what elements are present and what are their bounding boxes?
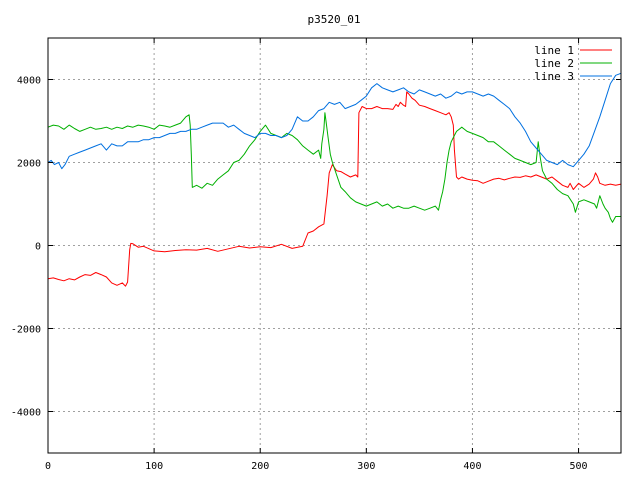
y-tick-label: -2000 <box>11 325 41 336</box>
x-axis-ticks: 0 100 200 300 400 500 <box>45 38 588 472</box>
legend-label: line 1 <box>534 44 574 57</box>
x-tick-label: 400 <box>463 461 481 472</box>
y-tick-label: 2000 <box>17 159 41 170</box>
x-tick-label: 0 <box>45 461 51 472</box>
series-line-1 <box>47 91 622 287</box>
y-tick-label: -4000 <box>11 408 41 419</box>
x-tick-label: 500 <box>570 461 588 472</box>
series-line-2 <box>47 112 621 223</box>
grid <box>48 38 621 453</box>
legend-label: line 3 <box>534 70 574 83</box>
x-tick-label: 100 <box>145 461 163 472</box>
chart-title: p3520_01 <box>308 13 361 26</box>
x-tick-label: 300 <box>357 461 375 472</box>
y-axis-ticks: -4000 -2000 0 2000 4000 <box>11 76 621 419</box>
series-line-3 <box>47 72 622 170</box>
y-tick-label: 4000 <box>17 76 41 87</box>
y-tick-label: 0 <box>35 242 41 253</box>
series-lines <box>47 72 622 287</box>
legend-label: line 2 <box>534 57 574 70</box>
x-tick-label: 200 <box>251 461 269 472</box>
